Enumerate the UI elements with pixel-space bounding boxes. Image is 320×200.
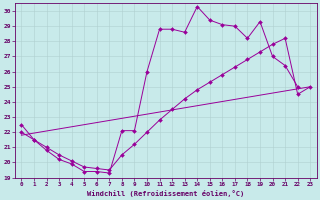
- X-axis label: Windchill (Refroidissement éolien,°C): Windchill (Refroidissement éolien,°C): [87, 190, 244, 197]
